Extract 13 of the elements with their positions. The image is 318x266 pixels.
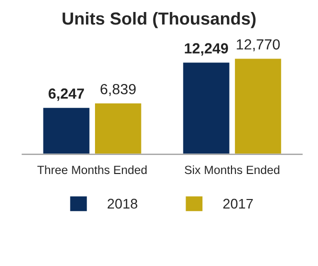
legend-label: 2018 [108,198,138,209]
data-label: 12,770 [236,39,280,52]
data-label: 6,839 [100,84,136,96]
legend-label: 2017 [223,198,253,209]
bar [234,57,283,154]
data-label: 6,247 [48,88,84,101]
data-label: 12,249 [184,43,228,56]
x-tick-label: Three Months Ended [37,165,147,174]
chart-title: Units Sold (Thousands) [62,12,256,28]
bar [42,106,91,154]
bar [94,102,143,154]
x-tick-label: Six Months Ended [184,165,280,174]
bar [182,61,231,154]
